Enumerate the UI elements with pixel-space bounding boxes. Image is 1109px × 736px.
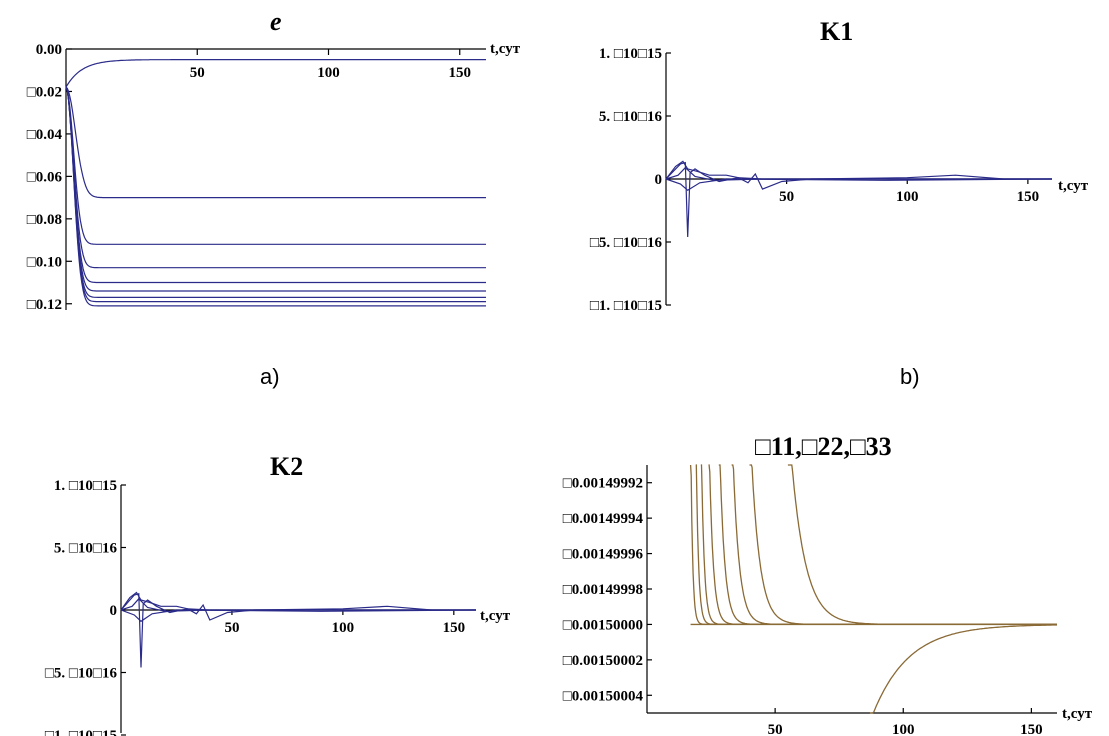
- chart-e-series-line: [65, 86, 486, 292]
- chart-k1-series: [665, 160, 1053, 238]
- chart-e-series-line: [65, 59, 486, 88]
- chart-e-series: [65, 59, 486, 307]
- chart-k2-series-line: [120, 591, 476, 621]
- chart-k2-ytick-label: 1. □10□15: [54, 478, 117, 494]
- chart-e-xtick-label: 150: [449, 65, 472, 81]
- chart-e-ytick-label: □0.04: [27, 127, 63, 143]
- chart-k2-title: K2: [270, 452, 303, 481]
- chart-sigma-ytick-label: □0.00149994: [563, 511, 644, 527]
- chart-k1-xtick-label: 100: [896, 189, 919, 205]
- chart-sigma-ytick-label: □0.00149996: [563, 547, 644, 563]
- chart-sigma-series-line: [695, 464, 1057, 626]
- chart-e-ytick-label: □0.02: [27, 84, 62, 100]
- chart-e-series-line: [65, 86, 486, 303]
- chart-e-xtick-label: 50: [190, 65, 205, 81]
- chart-sigma-xlabel: t,сут: [1062, 706, 1093, 722]
- chart-sigma-ytick-label: □0.00150004: [563, 688, 644, 704]
- chart-e-series-line: [65, 86, 486, 298]
- chart-k2: K2 1. □10□15 5. □10□16 0 □5. □10□16 □1. □10□…: [45, 452, 511, 736]
- chart-k2-xtick-label: 100: [332, 620, 355, 636]
- chart-k2-y-ticks: 1. □10□15 5. □10□16 0 □5. □10□16 □1. □10□15: [45, 478, 126, 736]
- chart-k1-ytick-label: □1. □10□15: [590, 298, 662, 314]
- chart-k2-series: [120, 591, 477, 668]
- chart-e-x-ticks: 50 100 150: [190, 49, 471, 81]
- chart-e-y-ticks: 0.00 □0.02 □0.04 □0.06 □0.08 □0.10 □0.12: [27, 42, 72, 313]
- chart-k2-x-ticks: 50 100 150: [224, 610, 465, 636]
- chart-e-series-line: [65, 86, 486, 199]
- chart-k1-title: K1: [820, 17, 853, 46]
- chart-k2-ytick-label: □1. □10□15: [45, 728, 117, 736]
- chart-sigma-series-line: [787, 464, 1057, 626]
- chart-e-ytick-label: 0.00: [36, 42, 62, 58]
- chart-k2-ytick-label: □5. □10□16: [45, 666, 118, 682]
- chart-k2-xtick-label: 150: [443, 620, 466, 636]
- chart-k2-xlabel: t,сут: [480, 608, 511, 624]
- chart-e-ytick-label: □0.12: [27, 297, 62, 313]
- chart-k2-ytick-label: 0: [110, 603, 118, 619]
- chart-k1-xtick-label: 50: [779, 189, 794, 205]
- chart-sigma-series-line: [749, 464, 1057, 626]
- chart-e: e 0.00 □0.02 □0.04 □0.06 □0.08 □0.10 □0.12 50 1…: [27, 7, 521, 313]
- chart-sigma-xtick-label: 150: [1020, 722, 1043, 736]
- chart-k1-xtick-label: 150: [1017, 189, 1040, 205]
- chart-k1-ytick-label: 0: [655, 172, 663, 188]
- chart-k1-ytick-label: □5. □10□16: [590, 235, 663, 251]
- chart-sigma-series-line: [718, 464, 1057, 626]
- chart-e-ytick-label: □0.08: [27, 212, 62, 228]
- chart-e-title: e: [270, 7, 282, 36]
- chart-e-ytick-label: □0.10: [27, 254, 62, 270]
- chart-k1-ytick-label: 5. □10□16: [599, 109, 663, 125]
- chart-e-series-line: [65, 86, 486, 284]
- chart-k1-y-ticks: 1. □10□15 5. □10□16 0 □5. □10□16 □1. □10□15: [590, 46, 671, 314]
- panel-label-b: b): [900, 364, 920, 389]
- chart-k1-xlabel: t,сут: [1058, 178, 1089, 194]
- chart-sigma-series-line: [869, 624, 1057, 714]
- chart-k1-series-line: [665, 160, 1052, 190]
- chart-sigma-series-line: [708, 464, 1057, 626]
- chart-sigma-ytick-label: □0.00150002: [563, 653, 643, 669]
- chart-k1-series-line: [665, 178, 1053, 192]
- chart-k1-ytick-label: 1. □10□15: [599, 46, 662, 62]
- chart-k2-series-line: [120, 609, 477, 623]
- chart-e-xtick-label: 100: [317, 65, 340, 81]
- chart-sigma-ytick-label: □0.00149992: [563, 476, 643, 492]
- panel-label-a: a): [260, 364, 280, 389]
- chart-sigma-title: □11,□22,□33: [755, 432, 892, 461]
- chart-sigma-xtick-label: 50: [768, 722, 783, 736]
- chart-sigma-series: [689, 464, 1057, 714]
- chart-sigma-xtick-label: 100: [892, 722, 915, 736]
- chart-e-series-line: [65, 86, 486, 245]
- chart-sigma-series-line: [700, 464, 1057, 626]
- chart-k1-series-line: [665, 161, 1052, 238]
- chart-sigma-series-line: [731, 464, 1057, 626]
- chart-e-series-line: [65, 86, 486, 269]
- chart-sigma: □11,□22,□33 □0.00149992□0.00149994□0.001…: [563, 432, 1093, 736]
- chart-k2-series-line: [120, 593, 476, 668]
- chart-k1-x-ticks: 50 100 150: [779, 179, 1039, 205]
- chart-sigma-x-ticks: 50 100 150: [768, 708, 1043, 736]
- chart-e-series-line: [65, 86, 486, 307]
- chart-k2-ytick-label: 5. □10□16: [54, 541, 118, 557]
- chart-sigma-ytick-label: □0.00149998: [563, 582, 643, 598]
- chart-e-ytick-label: □0.06: [27, 169, 63, 185]
- chart-k1: K1 1. □10□15 5. □10□16 0 □5. □10□16 □1. □10□…: [590, 17, 1089, 314]
- chart-sigma-ytick-label: □0.00150000: [563, 617, 643, 633]
- chart-k2-xtick-label: 50: [224, 620, 239, 636]
- chart-e-xlabel: t,сут: [490, 41, 521, 57]
- chart-sigma-y-ticks: □0.00149992 □0.00149994 □0.00149996 □0.0014…: [563, 476, 652, 704]
